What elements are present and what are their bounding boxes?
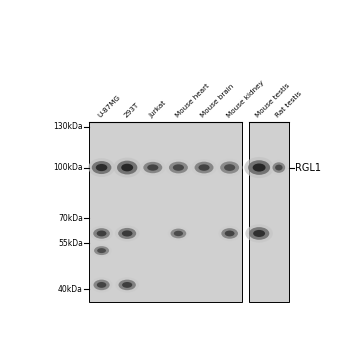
Ellipse shape	[97, 231, 106, 236]
Ellipse shape	[168, 226, 189, 240]
Bar	[89, 121, 243, 302]
Text: U-87MG: U-87MG	[97, 94, 122, 119]
Ellipse shape	[224, 164, 235, 171]
Ellipse shape	[97, 282, 106, 288]
Ellipse shape	[270, 160, 287, 175]
Ellipse shape	[93, 280, 110, 290]
Text: Mouse testis: Mouse testis	[255, 82, 291, 119]
Ellipse shape	[174, 231, 183, 236]
Text: 70kDa: 70kDa	[58, 214, 83, 223]
Text: 40kDa: 40kDa	[58, 285, 83, 294]
Ellipse shape	[272, 162, 285, 173]
Bar	[249, 121, 289, 302]
Text: Mouse kidney: Mouse kidney	[225, 79, 265, 119]
Ellipse shape	[91, 244, 112, 257]
Ellipse shape	[122, 230, 132, 237]
Text: 293T: 293T	[123, 102, 140, 119]
Text: Jurkat: Jurkat	[148, 100, 168, 119]
Ellipse shape	[88, 158, 115, 177]
Ellipse shape	[96, 164, 107, 171]
Ellipse shape	[191, 159, 217, 176]
Text: Rat testis: Rat testis	[274, 90, 303, 119]
Ellipse shape	[122, 282, 132, 288]
Ellipse shape	[275, 164, 283, 170]
Text: 130kDa: 130kDa	[53, 122, 83, 131]
Ellipse shape	[220, 161, 239, 174]
Ellipse shape	[93, 228, 110, 239]
Ellipse shape	[221, 228, 238, 239]
Ellipse shape	[194, 162, 213, 173]
Ellipse shape	[115, 225, 139, 241]
Ellipse shape	[147, 164, 158, 171]
Ellipse shape	[173, 164, 184, 171]
Ellipse shape	[119, 280, 136, 290]
Ellipse shape	[97, 248, 106, 253]
Ellipse shape	[171, 229, 186, 238]
Ellipse shape	[115, 277, 139, 293]
Ellipse shape	[113, 158, 141, 177]
Ellipse shape	[253, 230, 265, 237]
Ellipse shape	[248, 160, 270, 175]
Ellipse shape	[140, 159, 166, 176]
Ellipse shape	[117, 161, 137, 174]
Text: Mouse heart: Mouse heart	[174, 83, 210, 119]
Ellipse shape	[253, 163, 266, 172]
Text: 100kDa: 100kDa	[53, 163, 83, 172]
Ellipse shape	[166, 159, 191, 176]
Text: RGL1: RGL1	[295, 162, 321, 173]
Ellipse shape	[91, 277, 113, 293]
Ellipse shape	[198, 164, 210, 171]
Ellipse shape	[217, 159, 243, 176]
Ellipse shape	[143, 162, 162, 173]
Ellipse shape	[94, 246, 109, 255]
Ellipse shape	[92, 161, 111, 174]
Ellipse shape	[245, 224, 273, 243]
Text: Mouse brain: Mouse brain	[200, 83, 235, 119]
Ellipse shape	[121, 164, 133, 172]
Ellipse shape	[218, 226, 241, 241]
Ellipse shape	[249, 227, 269, 240]
Ellipse shape	[244, 157, 274, 178]
Ellipse shape	[225, 231, 234, 236]
Text: 55kDa: 55kDa	[58, 239, 83, 248]
Ellipse shape	[169, 162, 188, 173]
Ellipse shape	[118, 228, 136, 239]
Ellipse shape	[90, 226, 113, 241]
